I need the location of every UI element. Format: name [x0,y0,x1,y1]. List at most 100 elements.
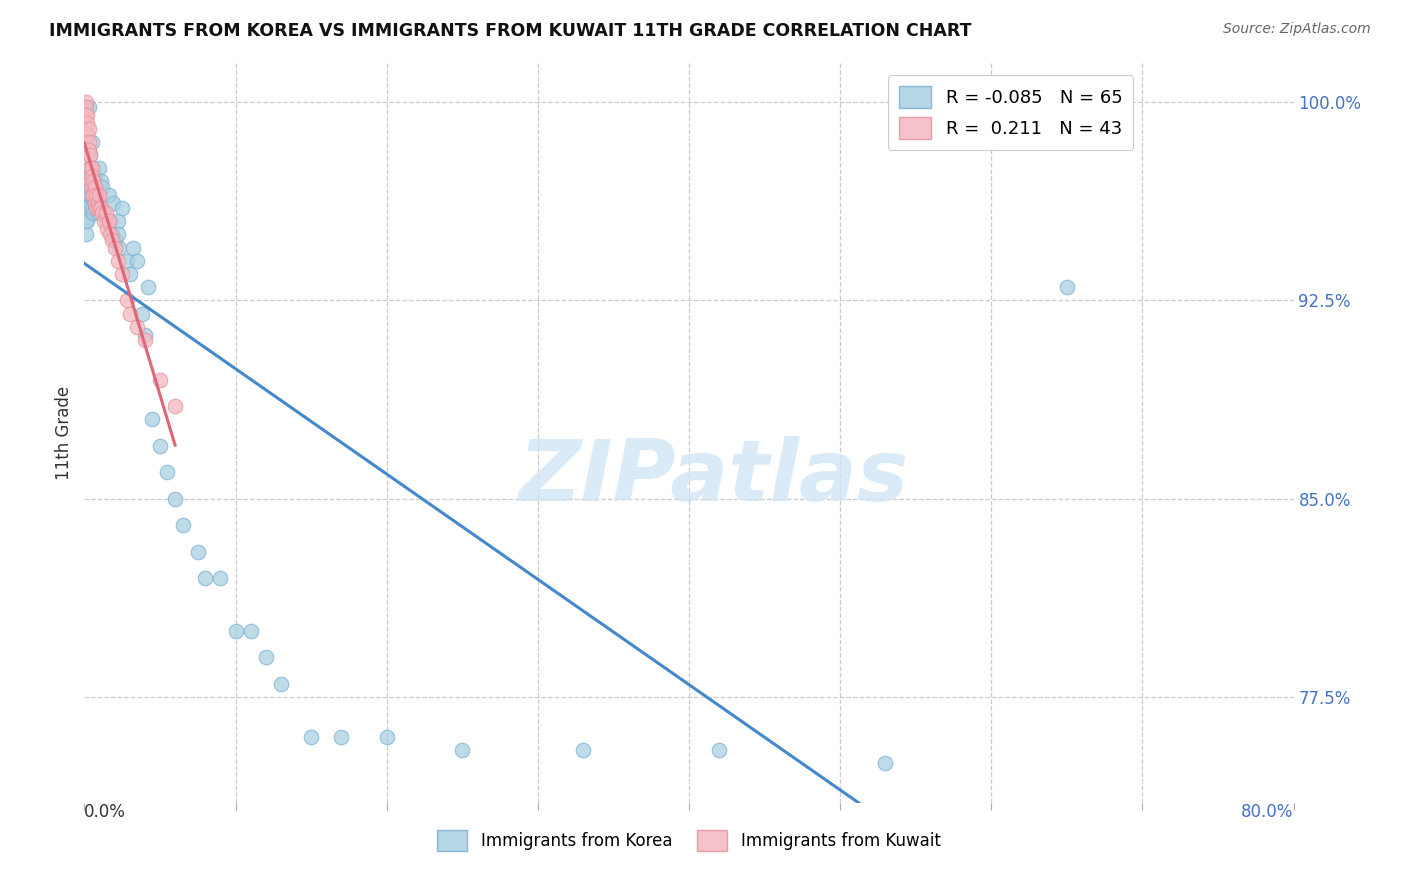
Point [93,214,115,228]
Point [77,135,100,149]
Point [375,730,398,744]
Legend: Immigrants from Korea, Immigrants from Kuwait: Immigrants from Korea, Immigrants from K… [430,823,948,857]
Point [127,253,149,268]
Point [75,201,97,215]
Point [104,240,127,255]
Point [89,187,111,202]
Point [118,307,141,321]
Point [254,650,277,665]
Point [96,214,118,228]
Point [172,518,194,533]
Point [100,233,122,247]
Point [134,327,156,342]
Point [451,743,474,757]
Point [89,201,111,215]
Point [77,100,100,114]
Point [165,399,187,413]
Point [149,373,172,387]
Point [80,187,103,202]
Point [84,169,107,183]
Point [77,161,100,176]
Point [101,195,124,210]
Point [270,677,292,691]
Point [80,179,103,194]
Point [79,148,101,162]
Point [194,571,217,585]
Point [76,214,98,228]
Text: 0.0%: 0.0% [84,803,127,821]
Point [82,206,104,220]
Point [84,193,107,207]
Point [86,201,108,215]
Point [82,174,104,188]
Point [86,179,108,194]
Point [75,214,97,228]
Point [111,201,134,215]
Point [77,121,100,136]
Point [75,227,97,242]
Point [239,624,262,638]
Point [149,439,172,453]
Point [77,187,100,202]
Point [90,174,112,188]
Point [77,143,100,157]
Point [187,544,209,558]
Point [84,195,107,210]
Point [100,227,122,242]
Point [84,179,107,194]
Point [75,100,97,114]
Point [82,187,104,202]
Point [330,730,353,744]
Point [76,108,98,122]
Point [104,233,127,247]
Point [107,253,129,268]
Point [87,187,110,202]
Point [82,174,104,188]
Point [93,206,115,220]
Point [80,135,103,149]
Text: Source: ZipAtlas.com: Source: ZipAtlas.com [1223,22,1371,37]
Point [118,267,141,281]
Point [80,169,103,183]
Point [86,201,108,215]
Point [299,730,322,744]
Point [76,116,98,130]
Point [91,179,114,194]
Point [89,206,111,220]
Point [90,201,112,215]
Point [89,161,111,176]
Point [86,187,108,202]
Point [79,161,101,176]
Point [76,127,98,141]
Point [79,174,101,188]
Point [76,201,98,215]
Point [80,201,103,215]
Point [107,214,129,228]
Point [136,280,159,294]
Point [127,319,149,334]
Point [75,108,97,122]
Point [97,187,120,202]
Point [91,206,114,220]
Point [107,227,129,242]
Point [98,227,121,242]
Point [79,187,101,202]
Y-axis label: 11th Grade: 11th Grade [55,385,73,480]
Point [209,571,232,585]
Point [115,253,138,268]
Point [98,214,121,228]
Point [141,412,163,426]
Point [76,174,98,188]
Point [115,293,138,308]
Point [156,465,179,479]
Point [80,161,103,176]
Point [77,161,100,176]
Text: ZIPatlas: ZIPatlas [517,435,908,518]
Point [75,100,97,114]
Point [875,756,897,771]
Text: 80.0%: 80.0% [1241,803,1294,821]
Point [1056,280,1078,294]
Point [96,222,118,236]
Point [79,148,101,162]
Point [572,743,595,757]
